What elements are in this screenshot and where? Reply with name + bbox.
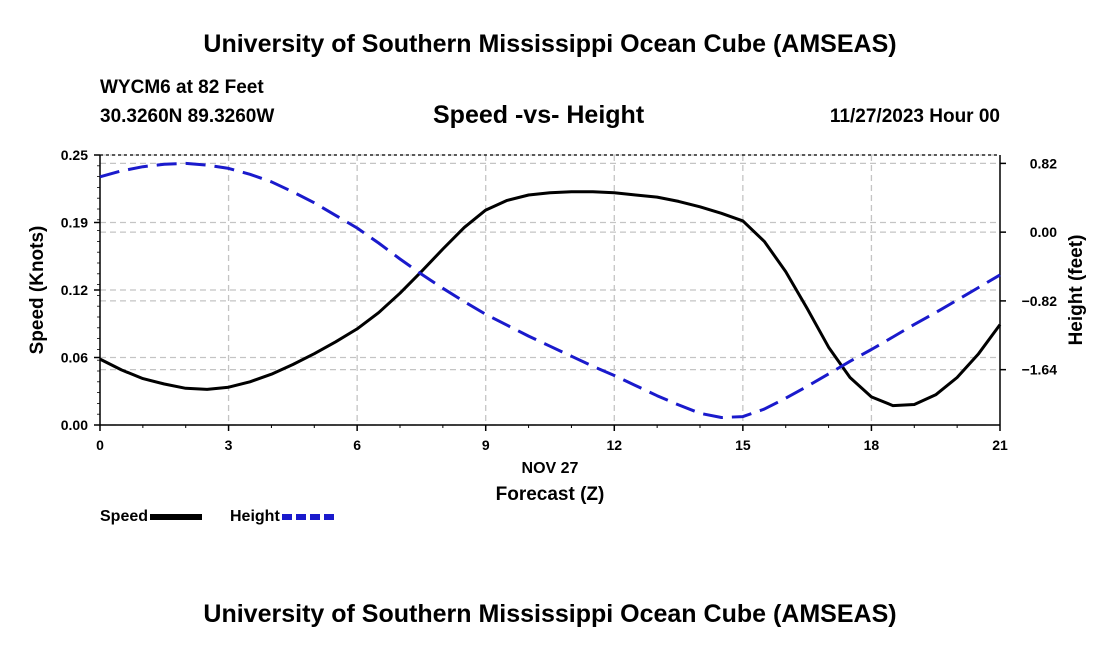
y2-tick-label: −1.64 [1022,362,1058,378]
y2-tick-label: 0.82 [1030,155,1057,171]
y-tick-label: 0.25 [61,147,88,163]
x-tick-label: 3 [225,437,233,453]
legend-height-label: Height [230,508,280,525]
x-tick-label: 21 [992,437,1008,453]
x-axis-title: Forecast (Z) [496,484,605,505]
x-tick-label: 15 [735,437,751,453]
x-tick-label: 9 [482,437,490,453]
y2-tick-label: −0.82 [1022,293,1058,309]
x-tick-label: 0 [96,437,104,453]
x-axis-date-label: NOV 27 [522,460,579,477]
coordinates-label: 30.3260N 89.3260W [100,106,275,127]
chart-subtitle: Speed -vs- Height [433,101,645,129]
y2-tick-label: 0.00 [1030,224,1057,240]
series-line-speed [99,190,1002,408]
forecast-datetime: 11/27/2023 Hour 00 [829,106,1000,127]
footer-title: University of Southern Mississippi Ocean… [203,600,897,628]
y-tick-label: 0.06 [61,350,88,366]
x-tick-label: 12 [606,437,622,453]
y2-axis-title: Height (feet) [1066,235,1087,346]
y-tick-label: 0.00 [61,417,88,433]
legend-speed-label: Speed [100,508,149,525]
legend-speed: Speed [100,508,203,526]
x-tick-label: 18 [864,437,880,453]
legend-height: Height [230,508,334,526]
x-tick-label: 6 [353,437,361,453]
legend-height-swatch [281,514,334,520]
station-label: WYCM6 at 82 Feet [100,77,264,98]
legend-speed-swatch [150,514,203,520]
y-tick-label: 0.19 [61,215,88,231]
series-line-height [99,161,1001,419]
y-axis-title: Speed (Knots) [27,226,48,355]
page-title: University of Southern Mississippi Ocean… [203,30,897,58]
y-tick-label: 0.12 [61,282,88,298]
